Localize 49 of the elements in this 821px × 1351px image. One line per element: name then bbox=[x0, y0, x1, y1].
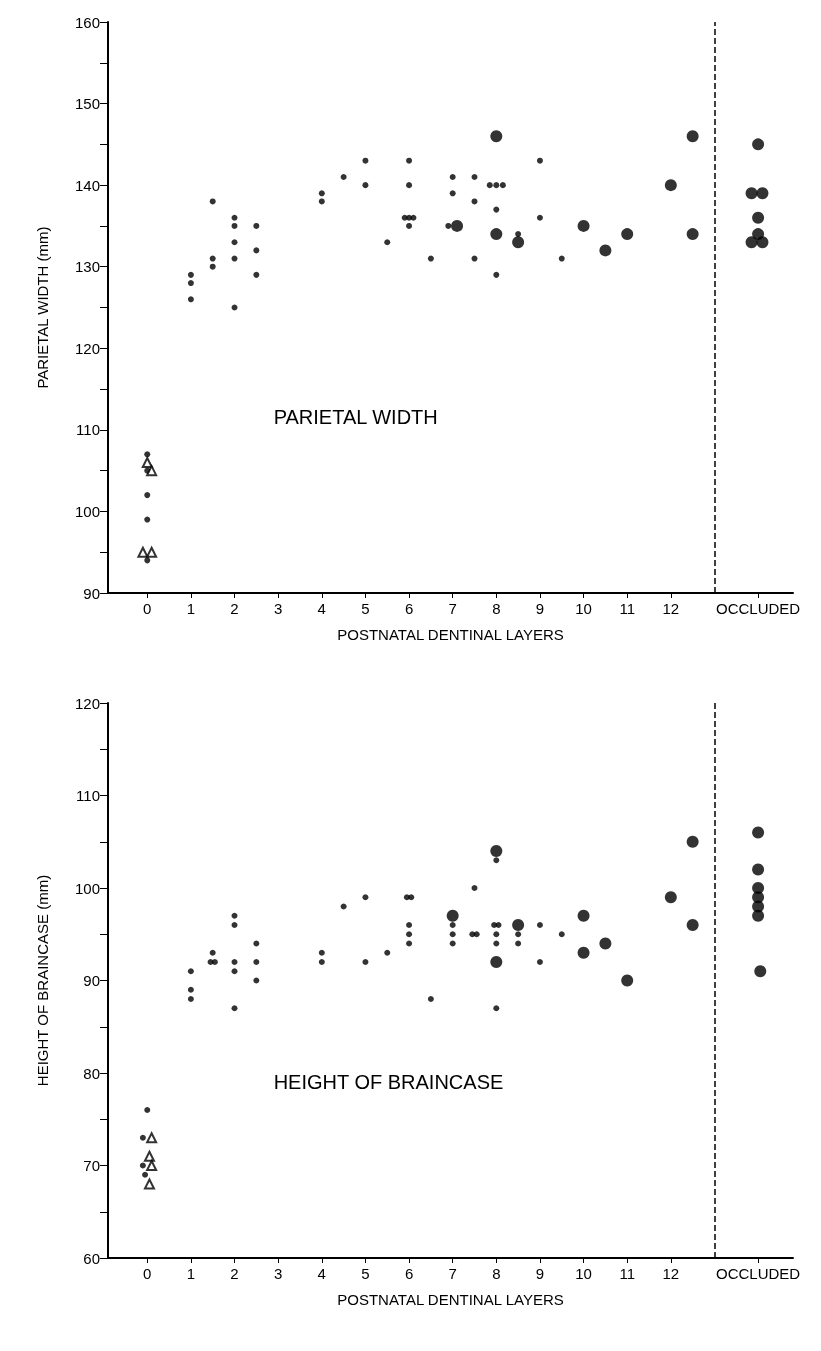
y-axis-title: PARIETAL WIDTH (mm) bbox=[34, 226, 51, 389]
annotation: PARIETAL WIDTH bbox=[273, 406, 438, 428]
x-tick-label: 6 bbox=[404, 600, 414, 617]
y-tick-label: 120 bbox=[74, 339, 100, 357]
x-tick-label: 12 bbox=[662, 1265, 680, 1282]
x-tick-label: 1 bbox=[186, 600, 196, 617]
x-tick-label: 2 bbox=[230, 1265, 239, 1282]
x-tick-label: 7 bbox=[448, 600, 457, 617]
x-tick-label: 11 bbox=[619, 600, 635, 617]
x-tick-label: 3 bbox=[273, 600, 283, 617]
y-tick-label: 160 bbox=[74, 13, 100, 31]
x-tick-label: 11 bbox=[619, 1265, 635, 1282]
y-tick-label: 90 bbox=[83, 584, 100, 602]
y-axis-title: HEIGHT OF BRAINCASE (mm) bbox=[34, 874, 51, 1087]
y-tick-label: 110 bbox=[76, 787, 100, 804]
x-tick-label: 9 bbox=[535, 1265, 545, 1282]
x-tick-label: 2 bbox=[230, 600, 239, 617]
y-tick-label: 100 bbox=[74, 502, 100, 520]
x-tick-label: 4 bbox=[317, 1265, 326, 1282]
y-tick-label: 150 bbox=[74, 95, 100, 113]
y-tick-label: 90 bbox=[83, 972, 100, 989]
x-axis-title: POSTNATAL DENTINAL LAYERS bbox=[337, 626, 564, 643]
x-tick-label: 12 bbox=[662, 600, 680, 617]
x-tick-label: 0 bbox=[143, 1265, 152, 1282]
y-tick-label: 130 bbox=[74, 258, 100, 276]
annotation: HEIGHT OF BRAINCASE bbox=[273, 1071, 504, 1093]
x-tick-label: 5 bbox=[361, 1265, 370, 1282]
y-tick-label: 80 bbox=[83, 1064, 100, 1082]
y-tick-label: 110 bbox=[76, 421, 100, 439]
y-tick-label: 60 bbox=[83, 1249, 100, 1267]
x-axis-title: POSTNATAL DENTINAL LAYERS bbox=[337, 1291, 564, 1308]
x-tick-label: OCCLUDED bbox=[716, 600, 801, 617]
x-tick-label: OCCLUDED bbox=[716, 1265, 801, 1282]
x-tick-label: 1 bbox=[186, 1265, 196, 1282]
x-tick-label: 3 bbox=[273, 1265, 283, 1282]
y-tick-label: 70 bbox=[83, 1157, 100, 1174]
x-tick-label: 8 bbox=[492, 600, 501, 617]
x-tick-label: 9 bbox=[535, 600, 545, 617]
x-tick-label: 0 bbox=[143, 600, 152, 617]
x-tick-label: 10 bbox=[575, 1265, 592, 1282]
x-tick-label: 4 bbox=[317, 600, 326, 617]
x-tick-label: 5 bbox=[361, 600, 370, 617]
x-tick-label: 8 bbox=[492, 1265, 501, 1282]
y-tick-label: 100 bbox=[74, 879, 100, 897]
x-tick-label: 10 bbox=[575, 600, 592, 617]
y-tick-label: 120 bbox=[74, 694, 100, 712]
y-tick-label: 140 bbox=[74, 176, 100, 194]
x-tick-label: 7 bbox=[448, 1265, 457, 1282]
x-tick-label: 6 bbox=[404, 1265, 414, 1282]
